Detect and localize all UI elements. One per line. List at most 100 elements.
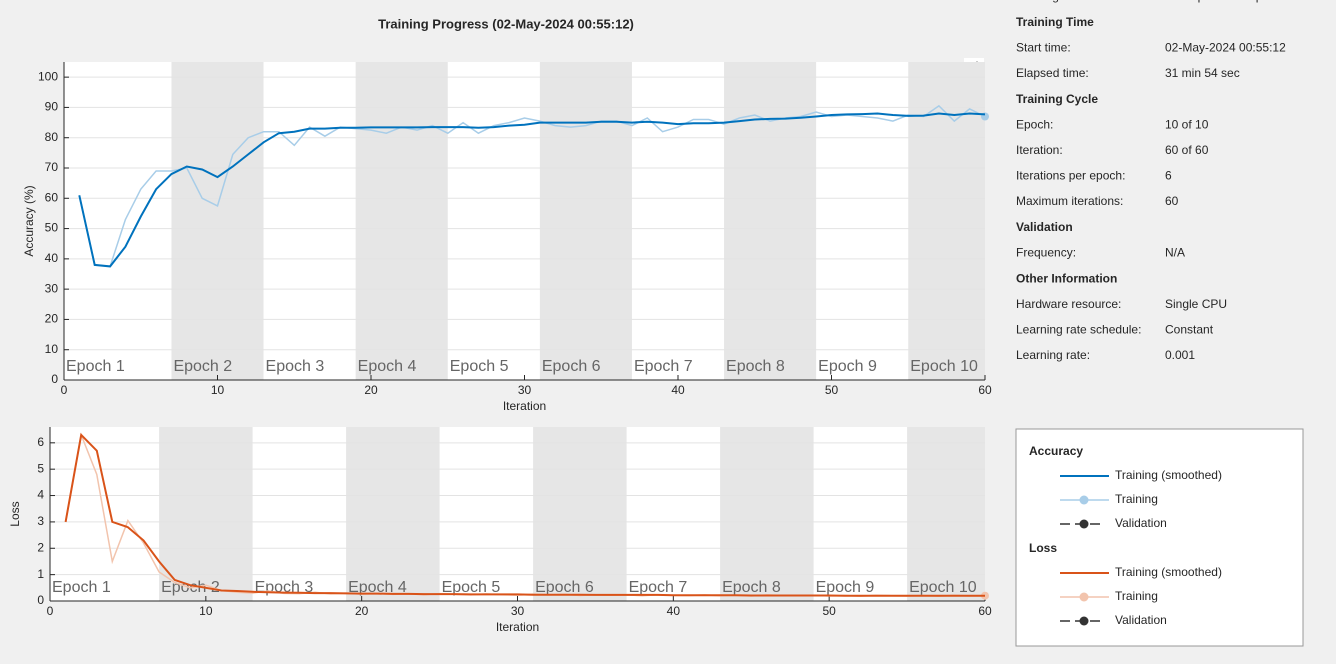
epoch-label: Epoch 10 (909, 579, 977, 596)
epoch-band (159, 427, 253, 601)
info-label: Start time: (1016, 41, 1071, 55)
y-tick-label: 70 (45, 160, 59, 174)
x-axis-label: Iteration (496, 620, 539, 634)
info-value: 60 of 60 (1165, 143, 1209, 157)
x-tick-label: 40 (671, 383, 685, 397)
epoch-band (346, 427, 440, 601)
legend-label: Validation (1115, 516, 1167, 530)
x-tick-label: 60 (978, 604, 992, 618)
info-label: Elapsed time: (1016, 66, 1089, 80)
smoothed-line (78, 112, 986, 268)
x-tick-label: 50 (825, 383, 839, 397)
y-tick-label: 90 (45, 100, 59, 114)
x-axis-label: Iteration (503, 399, 546, 413)
info-value: N/A (1165, 246, 1185, 260)
x-tick-label: 0 (47, 604, 54, 618)
section-title: Validation (1016, 220, 1073, 234)
info-label: Learning rate: (1016, 348, 1090, 362)
y-tick-label: 50 (45, 221, 59, 235)
epoch-band (355, 62, 448, 380)
epoch-label: Epoch 3 (266, 358, 325, 375)
y-tick-label: 5 (37, 461, 44, 475)
y-tick-label: 100 (38, 69, 58, 83)
y-tick-label: 4 (37, 488, 44, 502)
y-tick-label: 40 (45, 251, 59, 265)
raw-line (78, 104, 986, 268)
y-tick-label: 30 (45, 281, 59, 295)
y-tick-label: 6 (37, 435, 44, 449)
x-tick-label: 10 (199, 604, 213, 618)
y-tick-label: 0 (51, 372, 58, 386)
legend-label: Training (smoothed) (1115, 468, 1222, 482)
legend-title: Loss (1029, 541, 1057, 555)
epoch-label: Epoch 9 (818, 358, 877, 375)
smoothed-line (64, 432, 985, 597)
legend-marker (1079, 616, 1089, 626)
epoch-band (720, 427, 814, 601)
info-label: Epoch: (1016, 118, 1053, 132)
epoch-label: Epoch 2 (173, 358, 232, 375)
y-tick-label: 3 (37, 514, 44, 528)
x-tick-label: 20 (364, 383, 378, 397)
legend-marker (1079, 495, 1089, 505)
y-tick-label: 60 (45, 190, 59, 204)
info-value: Constant (1165, 323, 1214, 337)
y-axis-label: Accuracy (%) (22, 185, 36, 256)
info-value: Single CPU (1165, 297, 1227, 311)
epoch-label: Epoch 8 (726, 358, 785, 375)
epoch-band (907, 427, 985, 601)
section-title: Other Information (1016, 272, 1117, 286)
section-title: Training Time (1016, 15, 1094, 29)
x-tick-label: 10 (211, 383, 225, 397)
info-label: Frequency: (1016, 246, 1076, 260)
status-label: Training finished: (1016, 0, 1107, 3)
info-value: 02-May-2024 00:55:12 (1165, 41, 1286, 55)
epoch-label: Epoch 7 (629, 579, 688, 596)
info-value: 31 min 54 sec (1165, 66, 1240, 80)
x-tick-label: 20 (355, 604, 369, 618)
epoch-label: Epoch 6 (542, 358, 601, 375)
epoch-label: Epoch 4 (348, 579, 407, 596)
epoch-label: Epoch 1 (52, 579, 111, 596)
x-tick-label: 0 (61, 383, 68, 397)
legend-label: Training (1115, 492, 1158, 506)
y-tick-label: 10 (45, 342, 59, 356)
info-label: Learning rate schedule: (1016, 323, 1141, 337)
epoch-band (539, 62, 632, 380)
x-tick-label: 30 (518, 383, 532, 397)
info-label: Hardware resource: (1016, 297, 1121, 311)
info-label: Maximum iterations: (1016, 194, 1123, 208)
epoch-label: Epoch 9 (816, 579, 875, 596)
info-label: Iterations per epoch: (1016, 169, 1125, 183)
legend-marker (1079, 519, 1089, 529)
legend-label: Validation (1115, 613, 1167, 627)
x-tick-label: 50 (822, 604, 836, 618)
x-tick-label: 60 (978, 383, 992, 397)
info-value: 60 (1165, 194, 1179, 208)
info-value: 0.001 (1165, 348, 1195, 362)
epoch-band (533, 427, 627, 601)
epoch-label: Epoch 6 (535, 579, 594, 596)
x-tick-label: 30 (511, 604, 525, 618)
y-tick-label: 2 (37, 540, 44, 554)
epoch-label: Epoch 8 (722, 579, 781, 596)
legend-label: Training (1115, 589, 1158, 603)
info-value: 6 (1165, 169, 1172, 183)
legend-label: Training (smoothed) (1115, 565, 1222, 579)
y-tick-label: 0 (37, 593, 44, 607)
epoch-label: Epoch 10 (910, 358, 978, 375)
section-title: Training Cycle (1016, 92, 1098, 106)
legend-box (1015, 428, 1304, 647)
y-tick-label: 80 (45, 130, 59, 144)
epoch-label: Epoch 7 (634, 358, 693, 375)
x-tick-label: 40 (667, 604, 681, 618)
info-value: 10 of 10 (1165, 118, 1209, 132)
legend-marker (1079, 592, 1089, 602)
y-axis-label: Loss (8, 501, 22, 526)
epoch-band (171, 62, 264, 380)
y-tick-label: 20 (45, 312, 59, 326)
epoch-label: Epoch 1 (66, 358, 125, 375)
info-label: Iteration: (1016, 143, 1063, 157)
status-value: Max epochs completed (1165, 0, 1288, 3)
